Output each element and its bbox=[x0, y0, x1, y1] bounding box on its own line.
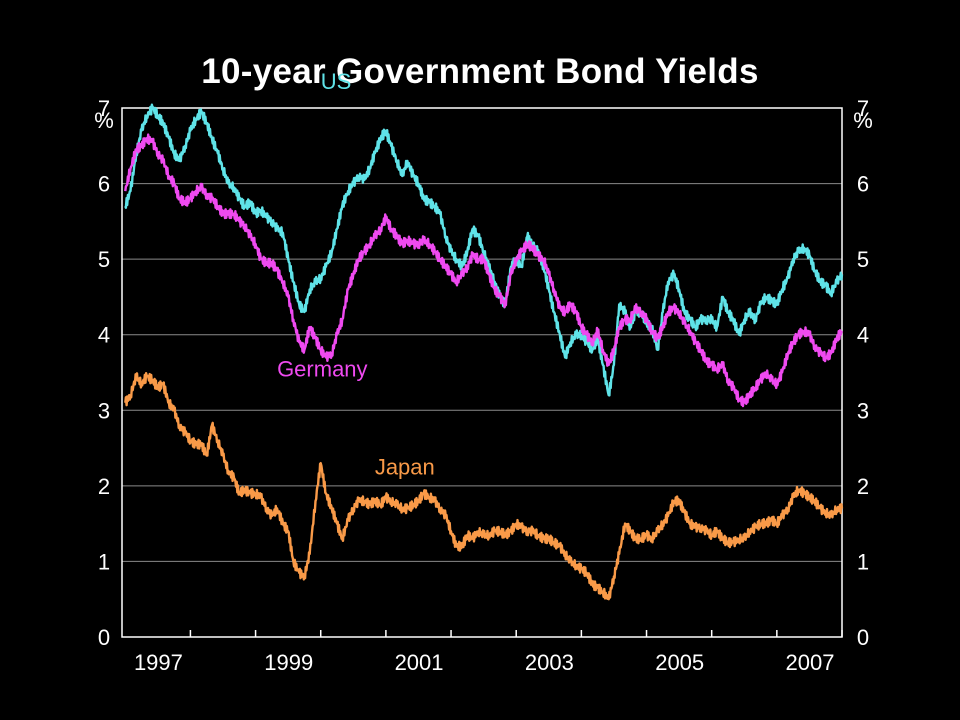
y-tick-label-left: 7 bbox=[98, 96, 110, 121]
y-tick-label-right: 0 bbox=[857, 625, 869, 650]
x-tick-label: 1997 bbox=[134, 650, 183, 675]
grid-lines bbox=[122, 107, 842, 562]
y-tick-label-left: 5 bbox=[98, 247, 110, 272]
axis-labels: % % bbox=[94, 108, 873, 133]
series-lines: US Germany Japan bbox=[124, 69, 844, 601]
chart-title: 10-year Government Bond Yields bbox=[201, 52, 759, 91]
right-axis-unit: % bbox=[853, 108, 873, 133]
y-tick-label-left: 1 bbox=[98, 549, 110, 574]
x-tick-label: 2005 bbox=[655, 650, 704, 675]
series-line-germany bbox=[124, 133, 844, 408]
y-tick-label-left: 3 bbox=[98, 398, 110, 423]
y-tick-label-left: 0 bbox=[98, 625, 110, 650]
series-label-germany: Germany bbox=[277, 356, 367, 381]
series-label-us: US bbox=[321, 69, 352, 94]
y-tick-label-right: 5 bbox=[857, 247, 869, 272]
y-tick-label-right: 6 bbox=[857, 172, 869, 197]
x-tick-label: 2001 bbox=[395, 650, 444, 675]
y-tick-label-left: 2 bbox=[98, 474, 110, 499]
y-tick-label-right: 2 bbox=[857, 474, 869, 499]
y-tick-label-right: 4 bbox=[857, 323, 869, 348]
series-label-japan: Japan bbox=[375, 455, 435, 480]
x-tick-label: 1999 bbox=[264, 650, 313, 675]
left-axis-unit: % bbox=[94, 108, 114, 133]
x-tick-label: 2007 bbox=[786, 650, 835, 675]
y-tick-label-left: 4 bbox=[98, 323, 110, 348]
series-line-japan bbox=[124, 372, 844, 601]
y-tick-label-right: 7 bbox=[857, 96, 869, 121]
axis-ticks: 0 0 1 1 2 2 3 3 4 4 5 5 6 6 7 7 1997 1999 2001 2003 2005 2007 bbox=[98, 96, 869, 675]
series-line-us bbox=[124, 103, 844, 397]
y-tick-label-right: 1 bbox=[857, 549, 869, 574]
y-tick-label-right: 3 bbox=[857, 398, 869, 423]
y-tick-label-left: 6 bbox=[98, 172, 110, 197]
plot-frame bbox=[121, 107, 843, 638]
x-tick-label: 2003 bbox=[525, 650, 574, 675]
